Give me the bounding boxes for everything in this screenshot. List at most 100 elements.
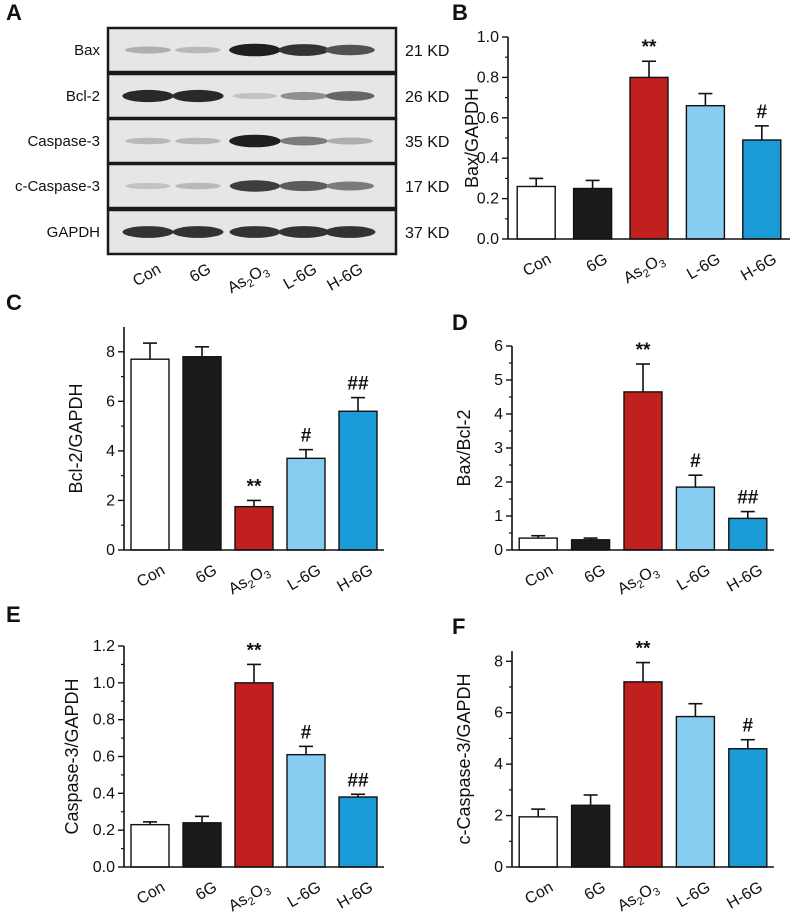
y-tick-label: 1.0 — [93, 675, 115, 692]
blot-band-bcl-2-6g — [172, 89, 224, 103]
blot-band-bcl-2-con — [122, 89, 174, 103]
bar-as2o3 — [234, 682, 274, 868]
blot-band-caspase-3-as2o3 — [229, 134, 281, 148]
bar-h-6g — [338, 796, 378, 868]
bar-6g — [182, 822, 222, 868]
category-label-l-6g: L-6G — [684, 251, 723, 284]
category-label-6g: 6G — [584, 251, 611, 276]
blot-lane-label-con: Con — [130, 261, 164, 290]
category-label-h-6g: H-6G — [724, 562, 766, 596]
bar-as2o3 — [623, 681, 663, 868]
bar-con — [130, 358, 170, 551]
bar-l-6g — [286, 753, 326, 868]
bar-con — [518, 816, 558, 868]
significance-h-6g: ## — [737, 488, 759, 509]
significance-l-6g: # — [301, 426, 312, 447]
blot-band-bcl-2-as2o3 — [232, 92, 278, 100]
bar-l-6g — [685, 104, 726, 240]
blot-band-gapdh-6g — [172, 226, 224, 238]
panel-letters: A B C D E F — [6, 0, 468, 639]
category-label-h-6g: H-6G — [334, 562, 376, 596]
significance-as2o3: ** — [636, 340, 651, 361]
category-label-as2o3: As2O3 — [615, 879, 663, 914]
y-tick-label: 0.2 — [477, 191, 499, 208]
significance-h-6g: ## — [347, 374, 369, 395]
blot-kd-bax: 21 KD — [405, 43, 449, 60]
y-tick-label: 0.8 — [93, 712, 115, 729]
y-tick-label: 4 — [106, 443, 115, 460]
chart-b: Con 6G ** As2O3 L-6G # H-6G 0.0 0.2 0.4 0.6 0.8 1.0 B… — [462, 29, 790, 290]
blot-band-gapdh-as2o3 — [229, 226, 281, 238]
category-label-as2o3: As2O3 — [621, 251, 669, 290]
panel-letter-d: D — [452, 310, 468, 335]
bar-6g — [570, 804, 611, 868]
category-label-6g: 6G — [582, 879, 609, 904]
category-label-con: Con — [520, 251, 554, 280]
blot-kd-c-caspase-3: 17 KD — [405, 179, 449, 196]
bar-as2o3 — [629, 76, 669, 240]
panel-letter-f: F — [452, 614, 465, 639]
y-tick-label: 2 — [494, 474, 503, 491]
significance-as2o3: ** — [247, 640, 262, 661]
blot-band-caspase-3-6g — [175, 137, 221, 145]
y-tick-label: 0.6 — [93, 749, 115, 766]
blot-label-caspase-3: Caspase-3 — [27, 133, 100, 150]
blot-band-bcl-2-h-6g — [325, 91, 375, 101]
bar-h-6g — [742, 139, 782, 240]
blot-band-bax-6g — [175, 46, 221, 54]
blot-label-gapdh: GAPDH — [47, 224, 100, 241]
y-tick-label: 5 — [494, 372, 503, 389]
chart-f: Con 6G ** As2O3 L-6G # H-6G 0 2 4 6 8 c-Caspase-3/GA… — [454, 639, 774, 914]
significance-l-6g: # — [301, 722, 312, 743]
y-tick-label: 0.4 — [93, 785, 115, 802]
bar-l-6g — [675, 715, 716, 868]
bar-con — [518, 537, 558, 551]
blot-label-bcl-2: Bcl-2 — [66, 88, 100, 105]
category-label-l-6g: L-6G — [674, 562, 713, 595]
blot-label-c-caspase-3: c-Caspase-3 — [15, 178, 100, 195]
blot-band-c-caspase-3-6g — [175, 182, 221, 190]
category-label-as2o3: As2O3 — [226, 562, 274, 601]
blot-band-bcl-2-l-6g — [280, 91, 328, 101]
y-tick-label: 0 — [106, 542, 115, 559]
category-label-h-6g: H-6G — [334, 879, 376, 913]
y-axis-label: Caspase-3/GAPDH — [62, 678, 82, 834]
y-tick-label: 6 — [494, 705, 503, 722]
category-label-as2o3: As2O3 — [615, 562, 663, 601]
panel-letter-e: E — [6, 602, 21, 627]
y-tick-label: 6 — [494, 338, 503, 355]
y-tick-label: 8 — [106, 344, 115, 361]
y-tick-label: 2 — [494, 808, 503, 825]
category-label-as2o3: As2O3 — [226, 879, 274, 914]
category-label-6g: 6G — [193, 562, 220, 587]
blot-band-gapdh-l-6g — [278, 226, 330, 238]
significance-as2o3: ** — [636, 639, 651, 660]
blot-band-bax-h-6g — [325, 44, 375, 56]
blot-band-caspase-3-l-6g — [280, 136, 328, 146]
y-tick-label: 3 — [494, 440, 503, 457]
blot-lane-label-l-6g: L-6G — [281, 261, 320, 294]
bar-6g — [572, 187, 613, 240]
bar-6g — [182, 356, 222, 551]
category-label-l-6g: L-6G — [285, 879, 324, 912]
significance-h-6g: # — [743, 716, 754, 737]
bar-6g — [570, 539, 611, 551]
y-tick-label: 0.0 — [477, 231, 499, 248]
y-tick-label: 1.0 — [477, 29, 499, 46]
category-label-con: Con — [522, 879, 556, 908]
western-blot: Bax 21 KD Bcl-2 26 KD Caspase-3 35 KD c-Caspas… — [15, 26, 449, 297]
chart-e: Con 6G ** As2O3 # L-6G ## H-6G 0.0 0.2 0.4 0.6 0.8 1.… — [62, 638, 384, 914]
y-tick-label: 2 — [106, 492, 115, 509]
category-label-6g: 6G — [193, 879, 220, 904]
bar-h-6g — [338, 410, 378, 551]
category-label-l-6g: L-6G — [674, 879, 713, 912]
y-axis-label: Bax/Bcl-2 — [454, 409, 474, 486]
blot-kd-caspase-3: 35 KD — [405, 134, 449, 151]
bar-con — [130, 823, 170, 868]
blot-band-bax-l-6g — [278, 44, 330, 56]
bar-l-6g — [286, 457, 326, 551]
blot-lane-label-6g: 6G — [187, 261, 214, 286]
blot-band-caspase-3-con — [125, 137, 171, 145]
y-tick-label: 8 — [494, 653, 503, 670]
